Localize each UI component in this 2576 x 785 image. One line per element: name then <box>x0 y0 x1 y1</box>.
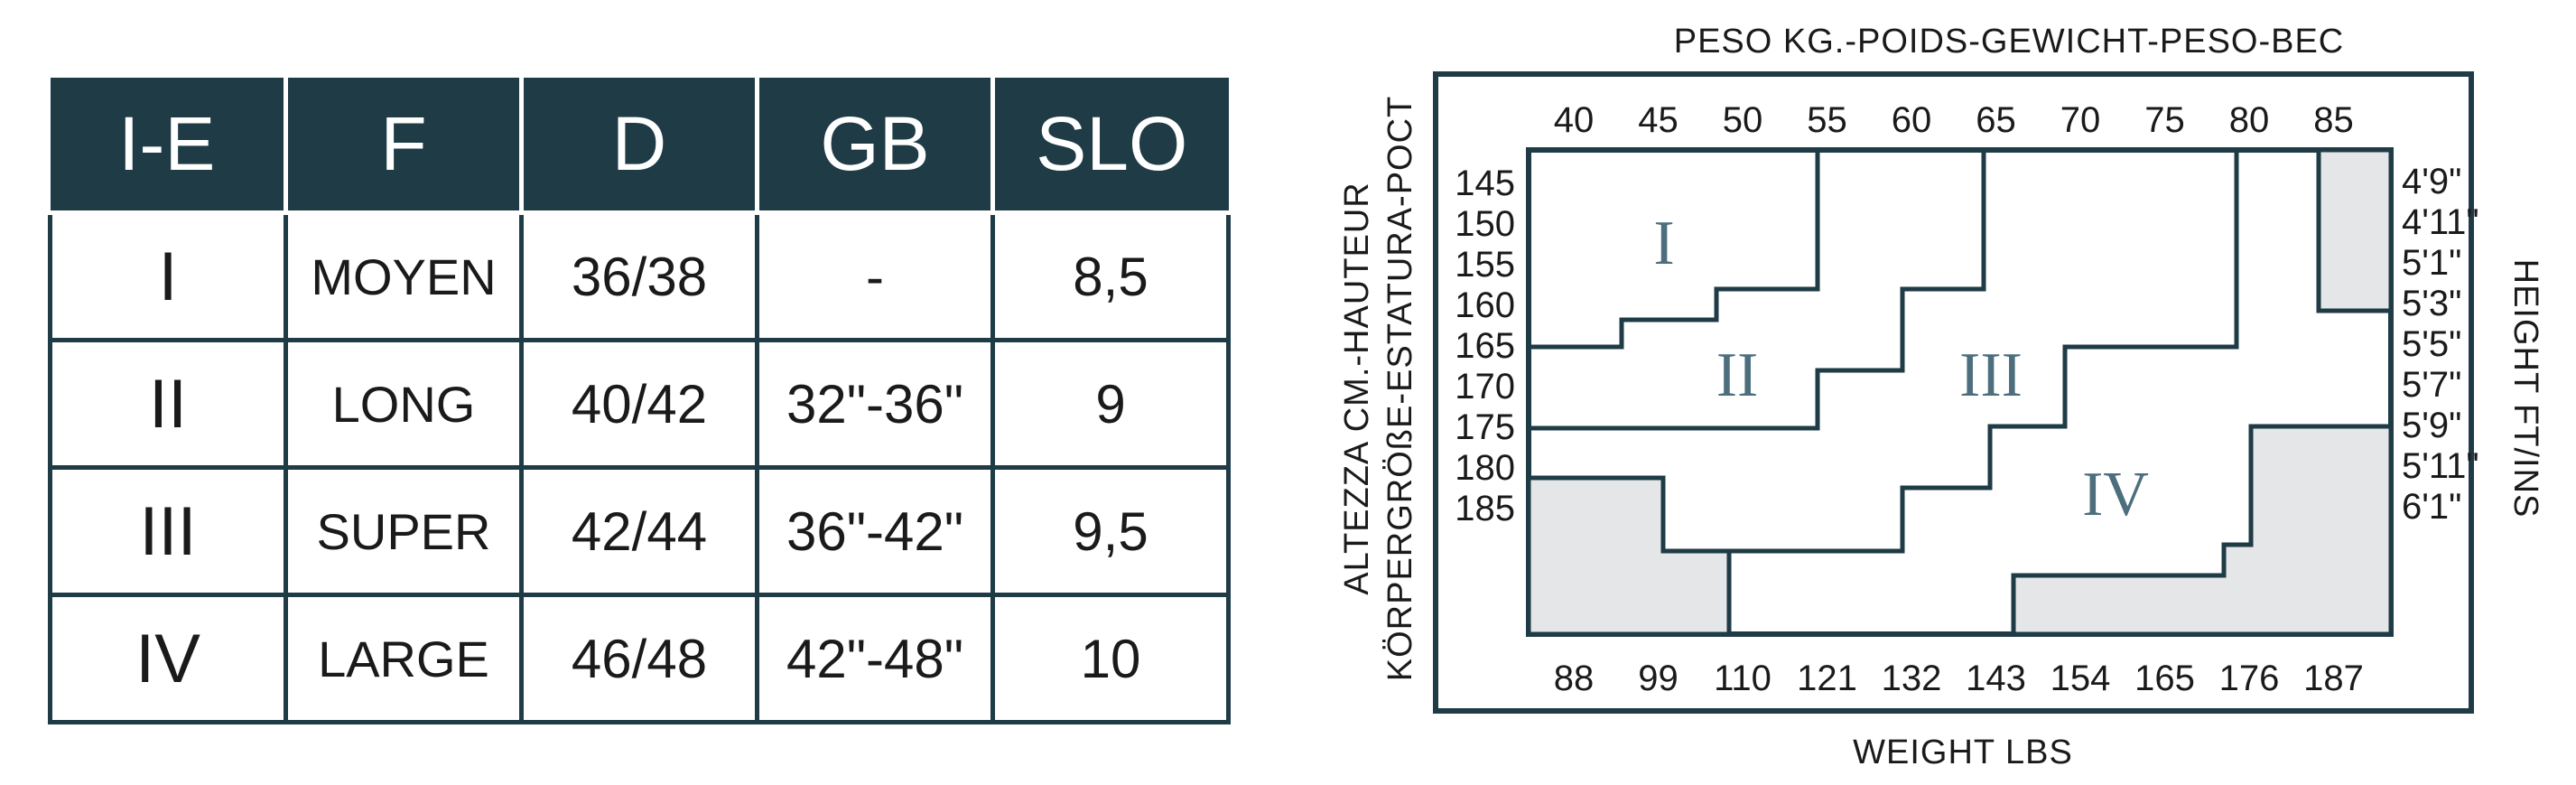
lbs-tick: 110 <box>1714 659 1772 698</box>
boundary-iii-iv <box>1663 150 2239 554</box>
lbs-tick: 132 <box>1882 659 1942 698</box>
ftin-tick: 5'9" <box>2402 406 2461 445</box>
region-label-iii: III <box>1959 341 2023 410</box>
cm-tick: 145 <box>1455 164 1515 203</box>
ftin-tick: 6'1" <box>2402 487 2461 527</box>
kg-tick: 55 <box>1807 100 1847 140</box>
ftin-tick: 5'3" <box>2402 284 2461 323</box>
ftin-tick: 5'11" <box>2402 446 2479 486</box>
size-slo: 9 <box>990 338 1231 470</box>
kg-tick: 85 <box>2313 100 2354 140</box>
region-label-iv: IV <box>2082 460 2149 529</box>
size-d: 36/38 <box>519 210 759 342</box>
kg-tick: 70 <box>2060 100 2101 140</box>
cm-tick: 155 <box>1455 245 1515 285</box>
weight-lbs-title: WEIGHT LBS <box>1853 734 2073 771</box>
lbs-tick: 121 <box>1797 659 1857 698</box>
kg-tick: 65 <box>1976 100 2016 140</box>
table-row: II LONG 40/42 32"-36" 9 <box>48 338 1231 470</box>
kg-tick: 60 <box>1892 100 1932 140</box>
shaded-corner-top-right <box>2316 147 2394 313</box>
plot-frame <box>1526 147 2394 637</box>
size-gb: 32"-36" <box>755 338 995 470</box>
kg-tick: 40 <box>1554 100 1595 140</box>
size-gb: 42"-48" <box>755 593 995 724</box>
size-slo: 8,5 <box>990 210 1231 342</box>
size-diagram-svg: I II III IV PESO KG.-POIDS-GEWICHT-PESO-… <box>1338 23 2544 771</box>
height-cm-title-line2: KÖRPERGRÖßE-ESTATURA-POCT <box>1381 96 1419 682</box>
height-ftin-title: HEIGHT FT/INS <box>2506 259 2544 519</box>
kg-tick-labels: 40 45 50 55 60 65 70 75 80 85 <box>1554 100 2354 140</box>
size-gb: 36"-42" <box>755 465 995 597</box>
lbs-tick-labels: 88 99 110 121 132 143 154 165 176 187 <box>1554 659 2364 698</box>
size-d: 46/48 <box>519 593 759 724</box>
size-name: MOYEN <box>284 210 524 342</box>
ftin-tick: 4'11" <box>2402 202 2479 242</box>
size-name: SUPER <box>284 465 524 597</box>
lbs-tick: 187 <box>2303 659 2364 698</box>
kg-tick: 45 <box>1638 100 1679 140</box>
kg-tick: 75 <box>2144 100 2185 140</box>
cm-tick: 165 <box>1455 326 1515 366</box>
header-cell: SLO <box>990 78 1229 215</box>
size-slo: 9,5 <box>990 465 1231 597</box>
size-code: I <box>48 210 288 342</box>
header-cell: D <box>519 78 759 215</box>
size-name: LARGE <box>284 593 524 724</box>
cm-tick: 170 <box>1455 367 1515 407</box>
cm-tick: 175 <box>1455 407 1515 447</box>
size-name: LONG <box>284 338 524 470</box>
table-row: IV LARGE 46/48 42"-48" 10 <box>48 593 1231 724</box>
header-cell: F <box>284 78 524 215</box>
size-code: II <box>48 338 288 470</box>
lbs-tick: 154 <box>2051 659 2111 698</box>
region-label-ii: II <box>1716 341 1759 410</box>
cm-tick: 150 <box>1455 204 1515 244</box>
ftin-tick-labels: 4'9"4'11"5'1"5'3"5'5"5'7"5'9"5'11"6'1" <box>2402 162 2479 527</box>
boundary-i-ii <box>1529 150 1820 350</box>
lbs-tick: 165 <box>2134 659 2195 698</box>
shaded-corner-bottom-left <box>1526 475 1732 637</box>
ftin-tick: 5'7" <box>2402 365 2461 405</box>
weight-kg-title: PESO KG.-POIDS-GEWICHT-PESO-BEC <box>1674 23 2345 61</box>
region-label-i: I <box>1653 209 1674 278</box>
size-code: IV <box>48 593 288 724</box>
shaded-corner-bottom-right <box>2011 424 2394 637</box>
ftin-tick: 4'9" <box>2402 162 2461 201</box>
size-d: 42/44 <box>519 465 759 597</box>
size-table: I-E F D GB SLO I MOYEN 36/38 - 8,5 II LO… <box>48 78 1231 724</box>
table-row: III SUPER 42/44 36"-42" 9,5 <box>48 465 1231 597</box>
kg-tick: 80 <box>2229 100 2270 140</box>
size-gb: - <box>755 210 995 342</box>
ftin-tick: 5'1" <box>2402 243 2461 283</box>
lbs-tick: 176 <box>2219 659 2280 698</box>
size-diagram: I II III IV PESO KG.-POIDS-GEWICHT-PESO-… <box>1318 0 2576 785</box>
lbs-tick: 99 <box>1638 659 1679 698</box>
size-slo: 10 <box>990 593 1231 724</box>
ftin-tick: 5'5" <box>2402 324 2461 364</box>
size-code: III <box>48 465 288 597</box>
header-cell: I-E <box>50 78 288 215</box>
cm-tick: 185 <box>1455 489 1515 528</box>
outer-frame <box>1433 71 2474 714</box>
lbs-tick: 88 <box>1554 659 1595 698</box>
height-cm-title-line1: ALTEZZA CM.-HAUTEUR <box>1338 182 1376 594</box>
kg-tick: 50 <box>1723 100 1763 140</box>
size-d: 40/42 <box>519 338 759 470</box>
table-row: I MOYEN 36/38 - 8,5 <box>48 210 1231 342</box>
table-header-row: I-E F D GB SLO <box>50 78 1229 215</box>
cm-tick: 160 <box>1455 285 1515 325</box>
boundary-ii-iii <box>1529 150 1986 431</box>
lbs-tick: 143 <box>1966 659 2026 698</box>
cm-tick: 180 <box>1455 448 1515 488</box>
header-cell: GB <box>755 78 995 215</box>
